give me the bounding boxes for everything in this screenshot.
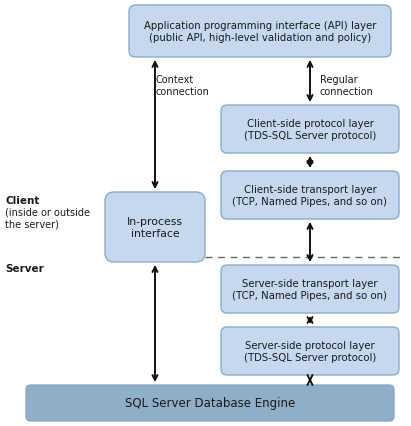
Text: Client-side transport layer
(TCP, Named Pipes, and so on): Client-side transport layer (TCP, Named … <box>233 184 388 207</box>
Text: SQL Server Database Engine: SQL Server Database Engine <box>125 397 295 409</box>
FancyBboxPatch shape <box>105 193 205 262</box>
Text: Client-side protocol layer
(TDS-SQL Server protocol): Client-side protocol layer (TDS-SQL Serv… <box>244 118 376 141</box>
FancyBboxPatch shape <box>26 385 394 421</box>
Text: Server-side transport layer
(TCP, Named Pipes, and so on): Server-side transport layer (TCP, Named … <box>233 278 388 301</box>
Text: Regular
connection: Regular connection <box>320 75 374 96</box>
FancyBboxPatch shape <box>129 6 391 58</box>
Text: Client: Client <box>5 196 39 205</box>
Text: (inside or outside
the server): (inside or outside the server) <box>5 207 90 229</box>
Text: Server: Server <box>5 263 44 273</box>
Text: Server-side protocol layer
(TDS-SQL Server protocol): Server-side protocol layer (TDS-SQL Serv… <box>244 340 376 363</box>
Text: Application programming interface (API) layer
(public API, high-level validation: Application programming interface (API) … <box>144 20 376 43</box>
Text: Context
connection: Context connection <box>155 75 209 96</box>
Text: In-process
interface: In-process interface <box>127 216 183 239</box>
FancyBboxPatch shape <box>221 327 399 375</box>
FancyBboxPatch shape <box>221 265 399 313</box>
FancyBboxPatch shape <box>221 172 399 219</box>
FancyBboxPatch shape <box>221 106 399 154</box>
